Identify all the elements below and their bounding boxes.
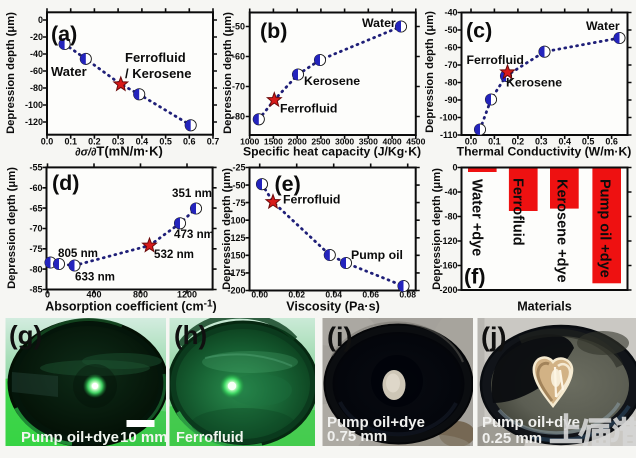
- svg-text:0.6: 0.6: [183, 137, 196, 147]
- svg-text:0.25 mm: 0.25 mm: [482, 430, 542, 447]
- svg-text:-50: -50: [444, 25, 457, 35]
- svg-text:Depression depth (μm): Depression depth (μm): [221, 168, 233, 290]
- svg-text:400: 400: [86, 290, 101, 300]
- svg-text:(b): (b): [260, 19, 287, 43]
- svg-text:Materials: Materials: [517, 300, 572, 314]
- svg-text:-70: -70: [29, 224, 42, 234]
- svg-text:(h): (h): [174, 320, 207, 350]
- svg-text:-85: -85: [29, 285, 42, 295]
- svg-text:-40: -40: [30, 49, 43, 59]
- svg-text:(g): (g): [9, 320, 42, 350]
- svg-text:-60: -60: [30, 66, 43, 76]
- svg-text:Depression depth (μm): Depression depth (μm): [5, 12, 17, 134]
- svg-text:1200: 1200: [177, 290, 197, 300]
- svg-text:Depression depth (μm): Depression depth (μm): [424, 11, 436, 133]
- svg-text:Pump oil+dye: Pump oil+dye: [21, 429, 119, 446]
- svg-text:(f): (f): [464, 265, 485, 289]
- svg-text:0.00: 0.00: [251, 290, 268, 300]
- svg-text:0.1: 0.1: [64, 137, 77, 147]
- svg-text:-40: -40: [444, 8, 457, 18]
- svg-text:351 nm: 351 nm: [172, 187, 212, 200]
- svg-text:Water: Water: [51, 64, 87, 79]
- svg-text:-70: -70: [444, 60, 457, 70]
- svg-text:Ferrofluid: Ferrofluid: [280, 102, 337, 116]
- svg-text:(c): (c): [466, 19, 492, 43]
- svg-text:-80: -80: [444, 212, 457, 222]
- svg-text:-50: -50: [232, 180, 245, 190]
- svg-text:805 nm: 805 nm: [58, 247, 98, 260]
- svg-text:-110: -110: [440, 130, 458, 140]
- svg-text:(e): (e): [275, 172, 301, 196]
- svg-text:10 mm: 10 mm: [120, 429, 168, 446]
- svg-text:-60: -60: [29, 183, 42, 193]
- svg-text:∂σ/∂T(mN/m·K): ∂σ/∂T(mN/m·K): [75, 144, 163, 159]
- svg-text:Pump oil: Pump oil: [351, 248, 403, 262]
- svg-text:Depression depth (μm): Depression depth (μm): [222, 12, 234, 134]
- svg-text:-40: -40: [444, 187, 457, 197]
- svg-text:Depression depth (μm): Depression depth (μm): [431, 168, 443, 290]
- svg-text:Kerosene: Kerosene: [304, 74, 360, 88]
- svg-text:Specific heat capacity (J/Kg·K: Specific heat capacity (J/Kg·K): [243, 145, 421, 159]
- svg-text:-75: -75: [29, 244, 42, 254]
- svg-text:-25: -25: [232, 163, 245, 173]
- svg-text:Ferrofluid: Ferrofluid: [467, 53, 524, 67]
- svg-text:-60: -60: [444, 43, 457, 53]
- svg-text:0.75 mm: 0.75 mm: [327, 428, 387, 445]
- svg-text:0: 0: [45, 290, 50, 300]
- svg-text:-90: -90: [444, 95, 457, 105]
- svg-text:0.06: 0.06: [362, 290, 379, 300]
- svg-text:(j): (j): [481, 322, 506, 352]
- svg-text:-55: -55: [29, 163, 42, 173]
- svg-text:-65: -65: [29, 203, 42, 213]
- svg-text:-75: -75: [232, 198, 245, 208]
- svg-text:Ferrofluid: Ferrofluid: [176, 430, 244, 446]
- svg-text:Water: Water: [586, 19, 620, 33]
- svg-text:Thermal Conductivity (W/m·K): Thermal Conductivity (W/m·K): [457, 145, 632, 159]
- svg-text:473 nm: 473 nm: [174, 228, 214, 241]
- svg-text:Depression depth (μm): Depression depth (μm): [6, 167, 18, 289]
- svg-text:-80: -80: [30, 83, 43, 93]
- svg-text:Pump oil +dye: Pump oil +dye: [597, 179, 613, 278]
- svg-text:0.7: 0.7: [207, 137, 220, 147]
- svg-text:(a): (a): [51, 22, 77, 46]
- svg-text:-80: -80: [444, 78, 457, 88]
- svg-text:633 nm: 633 nm: [75, 271, 115, 284]
- svg-text:Water: Water: [362, 16, 396, 30]
- svg-text:Viscosity (Pa·s): Viscosity (Pa·s): [286, 300, 380, 314]
- svg-text:/ Kerosene: / Kerosene: [125, 66, 191, 81]
- svg-text:(d): (d): [52, 171, 79, 195]
- svg-text:-80: -80: [29, 264, 42, 274]
- svg-text:0.04: 0.04: [325, 290, 342, 300]
- svg-text:0: 0: [38, 15, 43, 25]
- svg-text:-100: -100: [439, 113, 457, 123]
- svg-text:Water +dye: Water +dye: [469, 179, 485, 256]
- svg-text:(i): (i): [327, 322, 352, 352]
- svg-text:Ferrofluid: Ferrofluid: [510, 178, 526, 246]
- svg-text:-20: -20: [30, 32, 43, 42]
- svg-text:Absorption coefficient (cm-1): Absorption coefficient (cm-1): [45, 299, 216, 314]
- svg-text:-100: -100: [25, 100, 43, 110]
- svg-text:-120: -120: [25, 117, 43, 127]
- svg-text:Kerosene +dye: Kerosene +dye: [554, 179, 570, 283]
- svg-text:0: 0: [452, 163, 457, 173]
- svg-text:532 nm: 532 nm: [154, 248, 194, 261]
- svg-text:0.0: 0.0: [41, 137, 54, 147]
- svg-text:Kerosene: Kerosene: [506, 76, 562, 90]
- svg-text:Ferrofluid: Ferrofluid: [125, 50, 186, 65]
- svg-text:800: 800: [133, 290, 148, 300]
- svg-text:0.02: 0.02: [288, 290, 305, 300]
